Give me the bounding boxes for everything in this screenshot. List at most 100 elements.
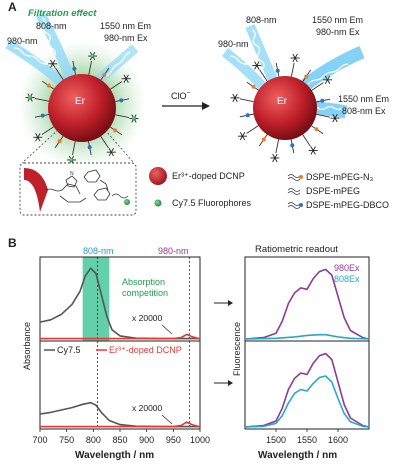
right-dcnp-particle bbox=[253, 76, 317, 140]
ligand-head bbox=[87, 145, 92, 150]
absorbance-legend: Cy7.5 Er³⁺-doped DCNP bbox=[44, 345, 182, 355]
ligand-head bbox=[304, 74, 309, 79]
pegylated-branch bbox=[237, 132, 247, 141]
beam-980-left bbox=[5, 39, 68, 88]
x-tick-label: 850 bbox=[112, 435, 127, 445]
readout-arrows bbox=[214, 300, 233, 386]
pegylated-branch bbox=[25, 93, 35, 102]
left-ligands bbox=[25, 51, 139, 165]
panel-a-letter: A bbox=[8, 0, 17, 14]
fluorescence-y-label: Fluorescence bbox=[232, 322, 242, 376]
cy75-dot bbox=[90, 54, 95, 59]
left-808-label: 808-nm bbox=[36, 21, 67, 31]
cy75-dot bbox=[131, 116, 136, 121]
inset-linker bbox=[59, 179, 109, 203]
wave-808-left bbox=[41, 17, 58, 65]
zoom-inset: N bbox=[19, 129, 137, 216]
pegylated-branch bbox=[290, 53, 300, 63]
pegylated-branch bbox=[330, 114, 340, 123]
ligand-head bbox=[320, 98, 325, 103]
pegylated-branch bbox=[129, 114, 139, 123]
wave-1550-right bbox=[307, 63, 349, 85]
inset-triazole bbox=[65, 175, 78, 188]
fluorescence-bottom-frame bbox=[244, 340, 370, 430]
ligand-head bbox=[261, 137, 266, 142]
fluorescence-x-ticks: 1500 1550 1600 bbox=[266, 429, 348, 445]
pegylated-branch bbox=[33, 133, 43, 142]
legend-mpeg-label: DSPE-mPEG bbox=[306, 186, 360, 196]
absorbance-bottom-series bbox=[39, 401, 201, 428]
absorption-competition-line1: Absorption bbox=[122, 277, 165, 287]
ligand-chain bbox=[55, 67, 64, 80]
legend-mpeg-dbco-icon bbox=[287, 202, 303, 209]
legend-cy75-label: Cy7.5 Fluorophores bbox=[172, 198, 252, 208]
ligand-head bbox=[275, 68, 280, 73]
multiplier-bottom-pointer bbox=[161, 414, 173, 425]
absorbance-top-frame bbox=[39, 256, 201, 342]
ligand-chain bbox=[290, 62, 295, 77]
multiplier-bottom-label: x 20000 bbox=[132, 403, 163, 413]
ligand-head bbox=[113, 128, 118, 133]
series-line-cy75 bbox=[39, 401, 200, 428]
fluorescence-top-series bbox=[244, 268, 370, 340]
left-980-label: 980-nm bbox=[7, 36, 38, 46]
inset-ring-a bbox=[83, 169, 101, 183]
pegylated-branch bbox=[270, 153, 280, 163]
wave-980b-left bbox=[105, 51, 131, 77]
absorbance-x-ticks: 700 750 800 850 900 950 1000 bbox=[32, 429, 210, 445]
inset-ring-b bbox=[93, 187, 111, 201]
right-980-ex-label: 980-nm Ex bbox=[316, 27, 360, 37]
inset-n-atoms: N bbox=[70, 171, 74, 177]
ligand-head bbox=[46, 83, 51, 88]
absorption-competition-band bbox=[82, 257, 110, 341]
beam-808-right bbox=[245, 24, 279, 85]
cy75-dot bbox=[28, 95, 33, 100]
ligand-chain bbox=[275, 139, 280, 154]
x-tick-label: 1500 bbox=[266, 435, 286, 445]
ligand-chain bbox=[239, 98, 254, 103]
series-980ex-label: 980Ex bbox=[334, 263, 360, 273]
x-tick-label: 950 bbox=[166, 435, 181, 445]
series-line-cy75 bbox=[39, 267, 200, 340]
absorption-competition-line2: competition bbox=[122, 288, 168, 298]
legend-mpeg-dbco-label: DSPE-mPEG-DBCO bbox=[306, 200, 389, 210]
right-808-ex-label: 808-nm Ex bbox=[342, 106, 386, 116]
clo-label: ClO− bbox=[171, 90, 191, 101]
ligand-chain bbox=[259, 69, 268, 82]
right-1550-em-label-2: 1550 nm Em bbox=[338, 94, 389, 104]
ligand-head bbox=[251, 84, 256, 89]
panel-a-legend: Er³⁺-doped DCNP Cy7.5 Fluorophores DSPE-… bbox=[149, 167, 389, 210]
inset-cy-chain bbox=[111, 193, 129, 199]
series-line-980ex bbox=[244, 268, 370, 340]
pegylated-branch bbox=[106, 148, 116, 157]
inset-cy75-dot bbox=[124, 199, 130, 205]
right-808-label: 808-nm bbox=[246, 15, 277, 25]
pegylated-branch bbox=[88, 51, 98, 61]
series-line-808ex bbox=[244, 333, 370, 340]
wave-980-left bbox=[13, 47, 55, 69]
marker-980-label: 980-nm bbox=[158, 246, 189, 256]
left-980-ex-label: 980-nm Ex bbox=[104, 33, 148, 43]
right-ligands bbox=[230, 53, 340, 163]
pegylated-branch bbox=[121, 74, 131, 83]
x-tick-label: 1600 bbox=[328, 435, 348, 445]
pegylated-branch bbox=[48, 59, 58, 68]
legend-dcnp-text: Er³⁺-doped DCNP bbox=[109, 345, 182, 355]
ligand-chain bbox=[100, 136, 109, 149]
x-tick-label: 900 bbox=[139, 435, 154, 445]
pegylated-branch bbox=[308, 146, 318, 155]
pegylated-branch bbox=[323, 75, 333, 84]
multiplier-top-label: x 20000 bbox=[132, 313, 163, 323]
ligand-chain bbox=[316, 113, 331, 118]
filtration-effect-label: Filtration effect bbox=[28, 8, 97, 19]
ligand-head bbox=[314, 127, 319, 132]
legend-dcnp-icon bbox=[149, 167, 167, 185]
legend-mpeg-icon bbox=[287, 188, 301, 195]
series-line-980ex bbox=[244, 352, 370, 428]
fluorescence-x-label: Wavelength / nm bbox=[258, 450, 337, 461]
ligand-chain bbox=[110, 81, 123, 90]
legend-mpeg-n3-icon bbox=[287, 174, 303, 181]
marker-808-label: 808-nm bbox=[83, 246, 114, 256]
absorbance-y-label: Absorbance bbox=[22, 322, 32, 370]
x-tick-label: 750 bbox=[59, 435, 74, 445]
